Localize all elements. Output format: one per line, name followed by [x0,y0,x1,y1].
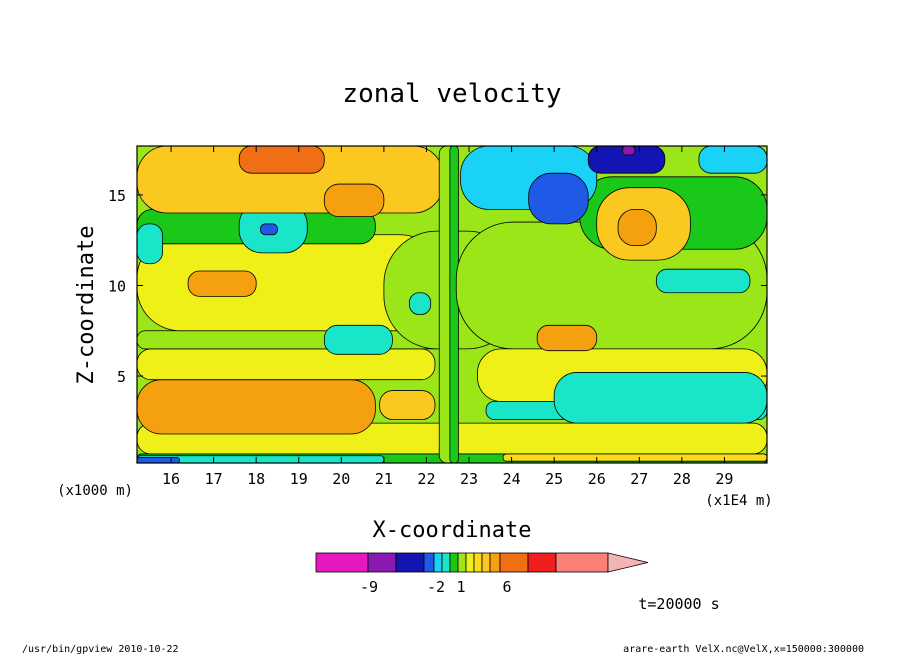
colorbar-segment [465,552,475,573]
contour-region [617,208,657,247]
plot-frame [136,145,768,464]
contour-region [238,146,325,174]
contour-region [502,453,767,462]
contour-region [449,146,459,463]
y-unit-label: (x1000 m) [57,483,133,499]
colorbar-tick-labels: -9 -2 1 6 [360,578,512,596]
contour-region [323,324,393,355]
colorbar-segment [315,552,369,573]
colorbar-tick-label: -2 [427,578,445,596]
colorbar-segment [423,552,435,573]
colorbar-tick-label: -9 [360,578,378,596]
x-tick-label: 23 [460,470,478,488]
x-tick-label: 25 [545,470,563,488]
contour-region [587,146,666,174]
x-tick-label: 16 [162,470,180,488]
contour-region [409,292,432,315]
colorbar-segment [457,552,467,573]
x-axis-label: X-coordinate [373,518,532,543]
x-tick-label: 26 [588,470,606,488]
colorbar-segment [433,552,443,573]
contour-region [698,146,767,174]
colorbar-segment [499,552,529,573]
colorbar-segment [441,552,451,573]
timestamp-label: t=20000 s [638,595,719,613]
contour-region [187,270,257,297]
contour-region [137,457,180,463]
contour-region [137,330,444,350]
x-tick-label: 27 [630,470,648,488]
y-tick-label: 10 [108,277,126,295]
contour-region [536,324,598,352]
x-tick-label: 22 [417,470,435,488]
contour-region [323,183,385,218]
contour-region [528,172,589,225]
plot-area [136,145,768,464]
footer-right: arare-earth_VelX.nc@VelX,x=150000:300000 [623,644,864,654]
colorbar-segment [481,552,491,573]
x-tick-label: 20 [332,470,350,488]
contour-fields [137,146,767,463]
y-axis-label: Z-coordinate [74,226,99,385]
contour-region [137,348,436,381]
chart-title: zonal velocity [342,79,561,109]
colorbar [315,552,649,573]
contour-region [379,390,436,420]
x-unit-label: (x1E4 m) [705,493,772,509]
contour-region [137,223,163,265]
colorbar-segment [473,552,483,573]
footer-left: /usr/bin/gpview 2010-10-22 [22,644,179,654]
contour-region [260,223,278,236]
contour-region [137,379,376,435]
contour-region [621,146,636,156]
y-axis-ticks: 5 10 15 [108,187,767,386]
x-tick-label: 18 [247,470,265,488]
colorbar-segment [555,552,609,573]
colorbar-segment [367,552,397,573]
colorbar-tick-label: 6 [502,578,511,596]
contour-region [655,268,751,294]
colorbar-segment [449,552,459,573]
colorbar-segment [395,552,425,573]
contour-region [553,372,767,424]
x-tick-label: 24 [503,470,521,488]
colorbar-segment [489,552,501,573]
x-tick-label: 28 [673,470,691,488]
y-tick-label: 15 [108,187,126,205]
x-axis-ticks: 16 17 18 19 20 21 22 23 24 25 26 27 28 29 [162,146,733,488]
x-tick-label: 17 [205,470,223,488]
colorbar-tick-label: 1 [456,578,465,596]
x-tick-label: 29 [715,470,733,488]
y-tick-label: 5 [117,368,126,386]
x-tick-label: 19 [290,470,308,488]
colorbar-segment [527,552,557,573]
x-tick-label: 21 [375,470,393,488]
colorbar-arrow [607,552,649,573]
